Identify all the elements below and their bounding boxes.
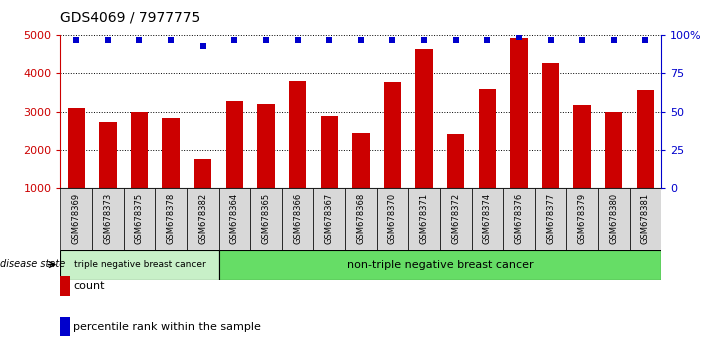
Bar bbox=[218, 188, 250, 250]
Text: GSM678380: GSM678380 bbox=[609, 193, 619, 244]
Point bbox=[608, 37, 619, 43]
Text: GSM678370: GSM678370 bbox=[388, 193, 397, 244]
Point bbox=[481, 37, 493, 43]
Text: GSM678379: GSM678379 bbox=[577, 193, 587, 244]
Bar bbox=[630, 188, 661, 250]
Bar bbox=[345, 188, 377, 250]
Text: GSM678376: GSM678376 bbox=[515, 193, 523, 244]
Bar bbox=[60, 188, 92, 250]
Point bbox=[229, 37, 240, 43]
Bar bbox=[352, 133, 370, 188]
Text: GSM678372: GSM678372 bbox=[451, 193, 460, 244]
Point bbox=[356, 37, 367, 43]
Point bbox=[577, 37, 588, 43]
Bar bbox=[377, 188, 408, 250]
Bar bbox=[479, 89, 496, 188]
Bar bbox=[574, 105, 591, 188]
Point bbox=[513, 34, 525, 40]
Text: GSM678369: GSM678369 bbox=[72, 193, 81, 244]
Text: triple negative breast cancer: triple negative breast cancer bbox=[74, 260, 205, 269]
Text: GSM678381: GSM678381 bbox=[641, 193, 650, 244]
Bar bbox=[542, 63, 560, 188]
Text: GSM678371: GSM678371 bbox=[419, 193, 429, 244]
Bar bbox=[605, 112, 623, 188]
Bar bbox=[124, 188, 155, 250]
Text: GSM678374: GSM678374 bbox=[483, 193, 492, 244]
Bar bbox=[257, 104, 274, 188]
Bar bbox=[155, 188, 187, 250]
Bar bbox=[194, 159, 211, 188]
Text: GSM678382: GSM678382 bbox=[198, 193, 207, 244]
Bar bbox=[567, 188, 598, 250]
Text: GSM678377: GSM678377 bbox=[546, 193, 555, 244]
Point bbox=[545, 37, 556, 43]
Text: GSM678366: GSM678366 bbox=[293, 193, 302, 244]
Text: percentile rank within the sample: percentile rank within the sample bbox=[73, 322, 261, 332]
Bar bbox=[92, 188, 124, 250]
Bar bbox=[471, 188, 503, 250]
Point bbox=[640, 37, 651, 43]
Bar bbox=[187, 188, 218, 250]
Point bbox=[102, 37, 114, 43]
Point bbox=[197, 43, 208, 49]
Point bbox=[324, 37, 335, 43]
Text: GSM678368: GSM678368 bbox=[356, 193, 365, 244]
Bar bbox=[250, 188, 282, 250]
Bar bbox=[440, 188, 471, 250]
Bar bbox=[282, 188, 314, 250]
Point bbox=[292, 37, 304, 43]
Bar bbox=[131, 112, 148, 188]
Text: GSM678364: GSM678364 bbox=[230, 193, 239, 244]
Text: count: count bbox=[73, 281, 105, 291]
Bar bbox=[68, 108, 85, 188]
Point bbox=[418, 37, 429, 43]
Bar bbox=[60, 250, 218, 280]
Bar bbox=[598, 188, 630, 250]
Bar bbox=[162, 118, 180, 188]
Bar bbox=[321, 116, 338, 188]
Bar bbox=[225, 101, 243, 188]
Text: GSM678378: GSM678378 bbox=[166, 193, 176, 244]
Bar bbox=[314, 188, 345, 250]
Bar bbox=[447, 134, 464, 188]
Text: GSM678373: GSM678373 bbox=[103, 193, 112, 244]
Bar bbox=[99, 122, 117, 188]
Point bbox=[450, 37, 461, 43]
Point bbox=[260, 37, 272, 43]
Bar bbox=[510, 39, 528, 188]
Point bbox=[134, 37, 145, 43]
Bar bbox=[415, 49, 433, 188]
Point bbox=[166, 37, 177, 43]
Text: disease state: disease state bbox=[0, 259, 65, 269]
Bar bbox=[637, 90, 654, 188]
Text: GDS4069 / 7977775: GDS4069 / 7977775 bbox=[60, 11, 201, 25]
Text: GSM678367: GSM678367 bbox=[325, 193, 333, 244]
Text: non-triple negative breast cancer: non-triple negative breast cancer bbox=[346, 259, 533, 270]
Bar bbox=[535, 188, 567, 250]
Bar bbox=[289, 81, 306, 188]
Bar bbox=[503, 188, 535, 250]
Text: GSM678375: GSM678375 bbox=[135, 193, 144, 244]
Bar bbox=[218, 250, 661, 280]
Point bbox=[387, 37, 398, 43]
Text: GSM678365: GSM678365 bbox=[262, 193, 270, 244]
Point bbox=[70, 37, 82, 43]
Bar bbox=[384, 82, 401, 188]
Bar bbox=[408, 188, 440, 250]
